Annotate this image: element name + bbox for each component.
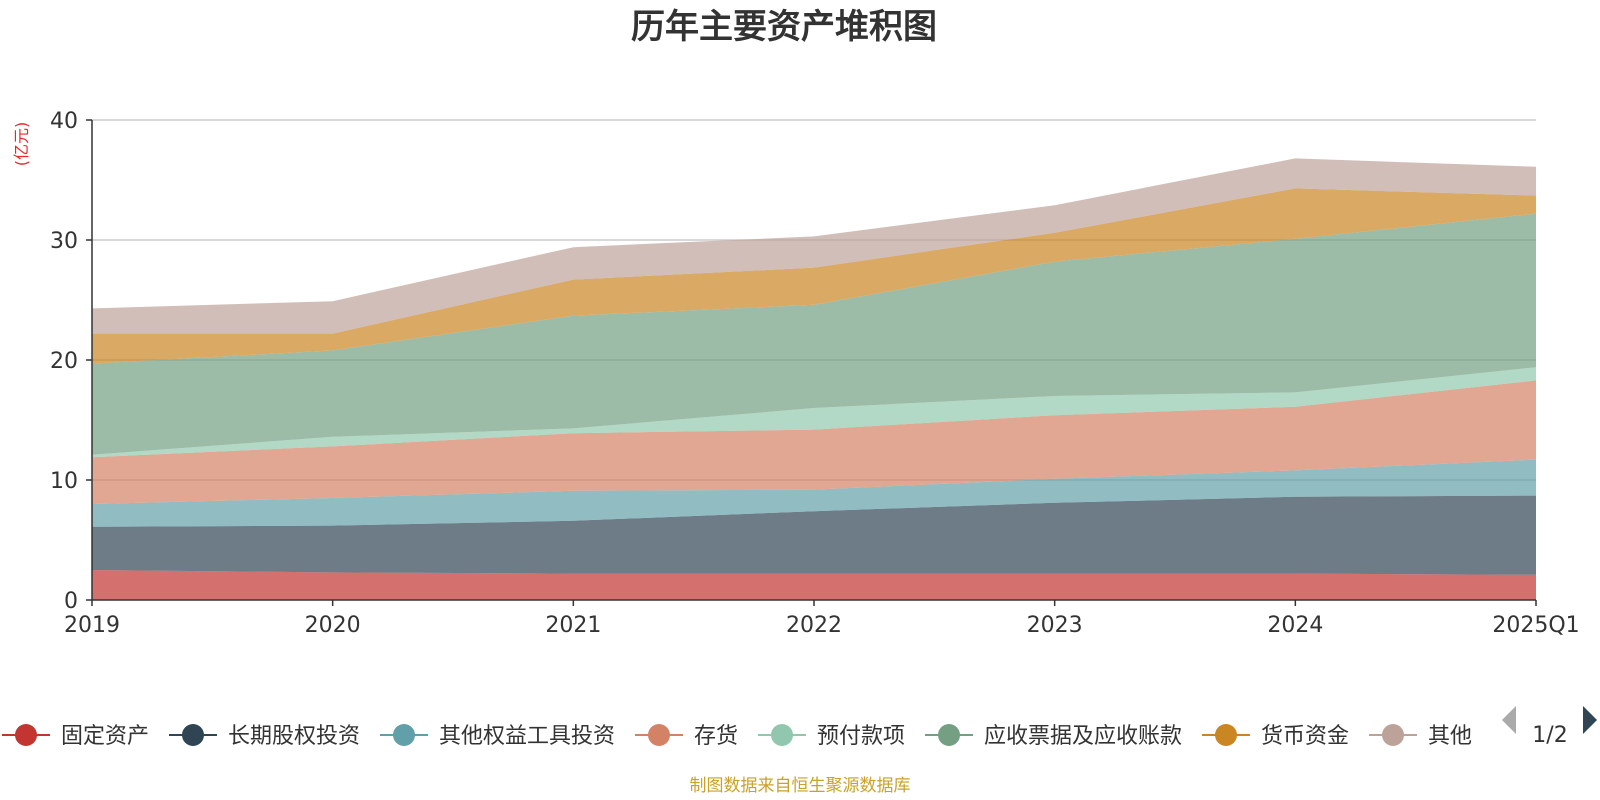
x-tick-label-2019: 2019 — [64, 613, 120, 638]
legend-circle-marker — [648, 724, 671, 746]
legend-label: 存货 — [694, 724, 738, 749]
legend-pager: 1/2 — [1502, 706, 1597, 748]
legend-label: 应收票据及应收账款 — [984, 724, 1182, 749]
legend-circle-marker — [771, 724, 794, 746]
legend: 固定资产 长期股权投资 其他权益工具投资 存货 预付款项 应收票据及应收账款 货币资金 其他 — [2, 724, 1472, 749]
y-tick-label-40: 40 — [50, 109, 78, 134]
y-tick-labels: 0 10 20 30 40 — [50, 109, 92, 614]
x-tick-label-2025Q1: 2025Q1 — [1492, 613, 1579, 638]
x-tick-labels: 2019 2020 2021 2022 2023 2024 2025Q1 — [64, 600, 1580, 638]
y-tick-label-10: 10 — [50, 469, 78, 494]
legend-item-3[interactable]: 其他权益工具投资 — [380, 724, 615, 749]
area-series-4[interactable] — [92, 380, 1536, 504]
legend-item-4[interactable]: 存货 — [635, 724, 738, 749]
legend-item-1[interactable]: 固定资产 — [2, 724, 149, 749]
legend-circle-marker — [15, 724, 37, 746]
legend-label: 长期股权投资 — [228, 724, 360, 749]
area-series-7[interactable] — [92, 188, 1536, 364]
legend-next-page-button[interactable] — [1583, 706, 1597, 734]
legend-item-8[interactable]: 其他 — [1369, 724, 1472, 749]
legend-item-5[interactable]: 预付款项 — [758, 724, 905, 749]
legend-label: 预付款项 — [817, 724, 905, 749]
chart-title: 历年主要资产堆积图 — [631, 7, 937, 47]
legend-items: 固定资产 长期股权投资 其他权益工具投资 存货 预付款项 应收票据及应收账款 货币资金 其他 — [2, 724, 1472, 749]
x-tick-label-2023: 2023 — [1027, 613, 1083, 638]
area-series-3[interactable] — [92, 459, 1536, 527]
x-tick-label-2024: 2024 — [1267, 613, 1323, 638]
legend-circle-marker — [1215, 724, 1238, 746]
legend-page-indicator: 1/2 — [1532, 723, 1567, 748]
area-series-8[interactable] — [92, 158, 1536, 334]
legend-item-7[interactable]: 货币资金 — [1202, 724, 1349, 749]
y-tick-label-0: 0 — [64, 589, 78, 614]
legend-label: 固定资产 — [61, 724, 149, 749]
y-tick-label-30: 30 — [50, 229, 78, 254]
y-axis-unit-label: (亿元) — [12, 122, 31, 167]
area-series-2[interactable] — [92, 495, 1536, 575]
legend-item-6[interactable]: 应收票据及应收账款 — [925, 724, 1182, 749]
area-series-layer — [92, 158, 1536, 600]
data-source-note: 制图数据来自恒生聚源数据库 — [690, 776, 911, 796]
area-series-5[interactable] — [92, 367, 1536, 458]
legend-label: 其他权益工具投资 — [439, 724, 615, 749]
x-tick-label-2022: 2022 — [786, 613, 842, 638]
legend-circle-marker — [182, 724, 205, 746]
y-tick-label-20: 20 — [50, 349, 78, 374]
area-series-1[interactable] — [92, 570, 1536, 600]
legend-circle-marker — [1382, 724, 1405, 746]
legend-circle-marker — [393, 724, 416, 746]
x-tick-label-2020: 2020 — [305, 613, 361, 638]
area-series-6[interactable] — [92, 213, 1536, 455]
x-tick-label-2021: 2021 — [545, 613, 601, 638]
legend-prev-page-button[interactable] — [1502, 706, 1516, 734]
legend-item-2[interactable]: 长期股权投资 — [169, 724, 360, 749]
legend-label: 其他 — [1428, 724, 1472, 749]
legend-label: 货币资金 — [1261, 724, 1349, 749]
legend-circle-marker — [938, 724, 961, 746]
